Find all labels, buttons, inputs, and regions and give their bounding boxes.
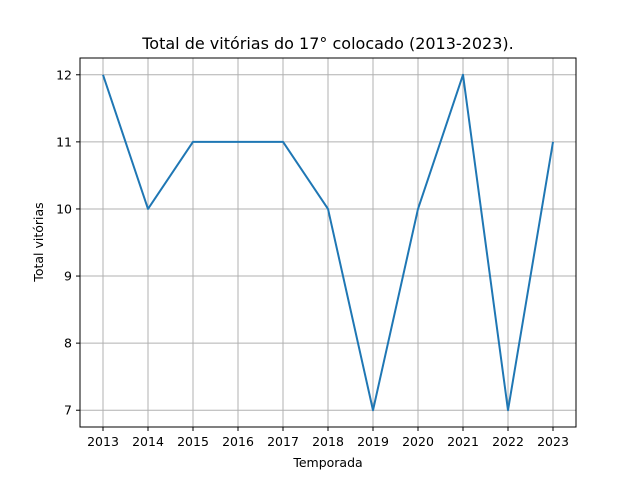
chart-title: Total de vitórias do 17° colocado (2013-…	[141, 34, 513, 53]
y-tick-label: 8	[64, 336, 72, 351]
x-tick-label: 2023	[537, 434, 569, 449]
x-tick-label: 2019	[357, 434, 389, 449]
x-tick-label: 2016	[222, 434, 254, 449]
y-axis: 7 8 9 10 11 12	[56, 67, 80, 418]
x-axis: 2013 2014 2015 2016 2017 2018 2019 2020 2021 2022…	[87, 427, 569, 449]
x-tick-label: 2014	[132, 434, 164, 449]
y-tick-label: 11	[56, 134, 72, 149]
y-tick-label: 9	[64, 269, 72, 284]
x-axis-label: Temporada	[292, 455, 362, 470]
y-tick-label: 12	[56, 67, 72, 82]
series-layer	[102, 73, 554, 412]
y-axis-label: Total vitórias	[31, 202, 46, 282]
grid	[80, 58, 576, 427]
series-line	[102, 73, 554, 412]
x-tick-label: 2018	[312, 434, 344, 449]
x-tick-label: 2021	[447, 434, 479, 449]
x-tick-label: 2013	[87, 434, 119, 449]
x-tick-label: 2017	[267, 434, 299, 449]
x-tick-label: 2020	[402, 434, 434, 449]
y-tick-label: 7	[64, 403, 72, 418]
y-tick-label: 10	[56, 201, 72, 216]
x-tick-label: 2022	[492, 434, 524, 449]
x-tick-label: 2015	[177, 434, 209, 449]
